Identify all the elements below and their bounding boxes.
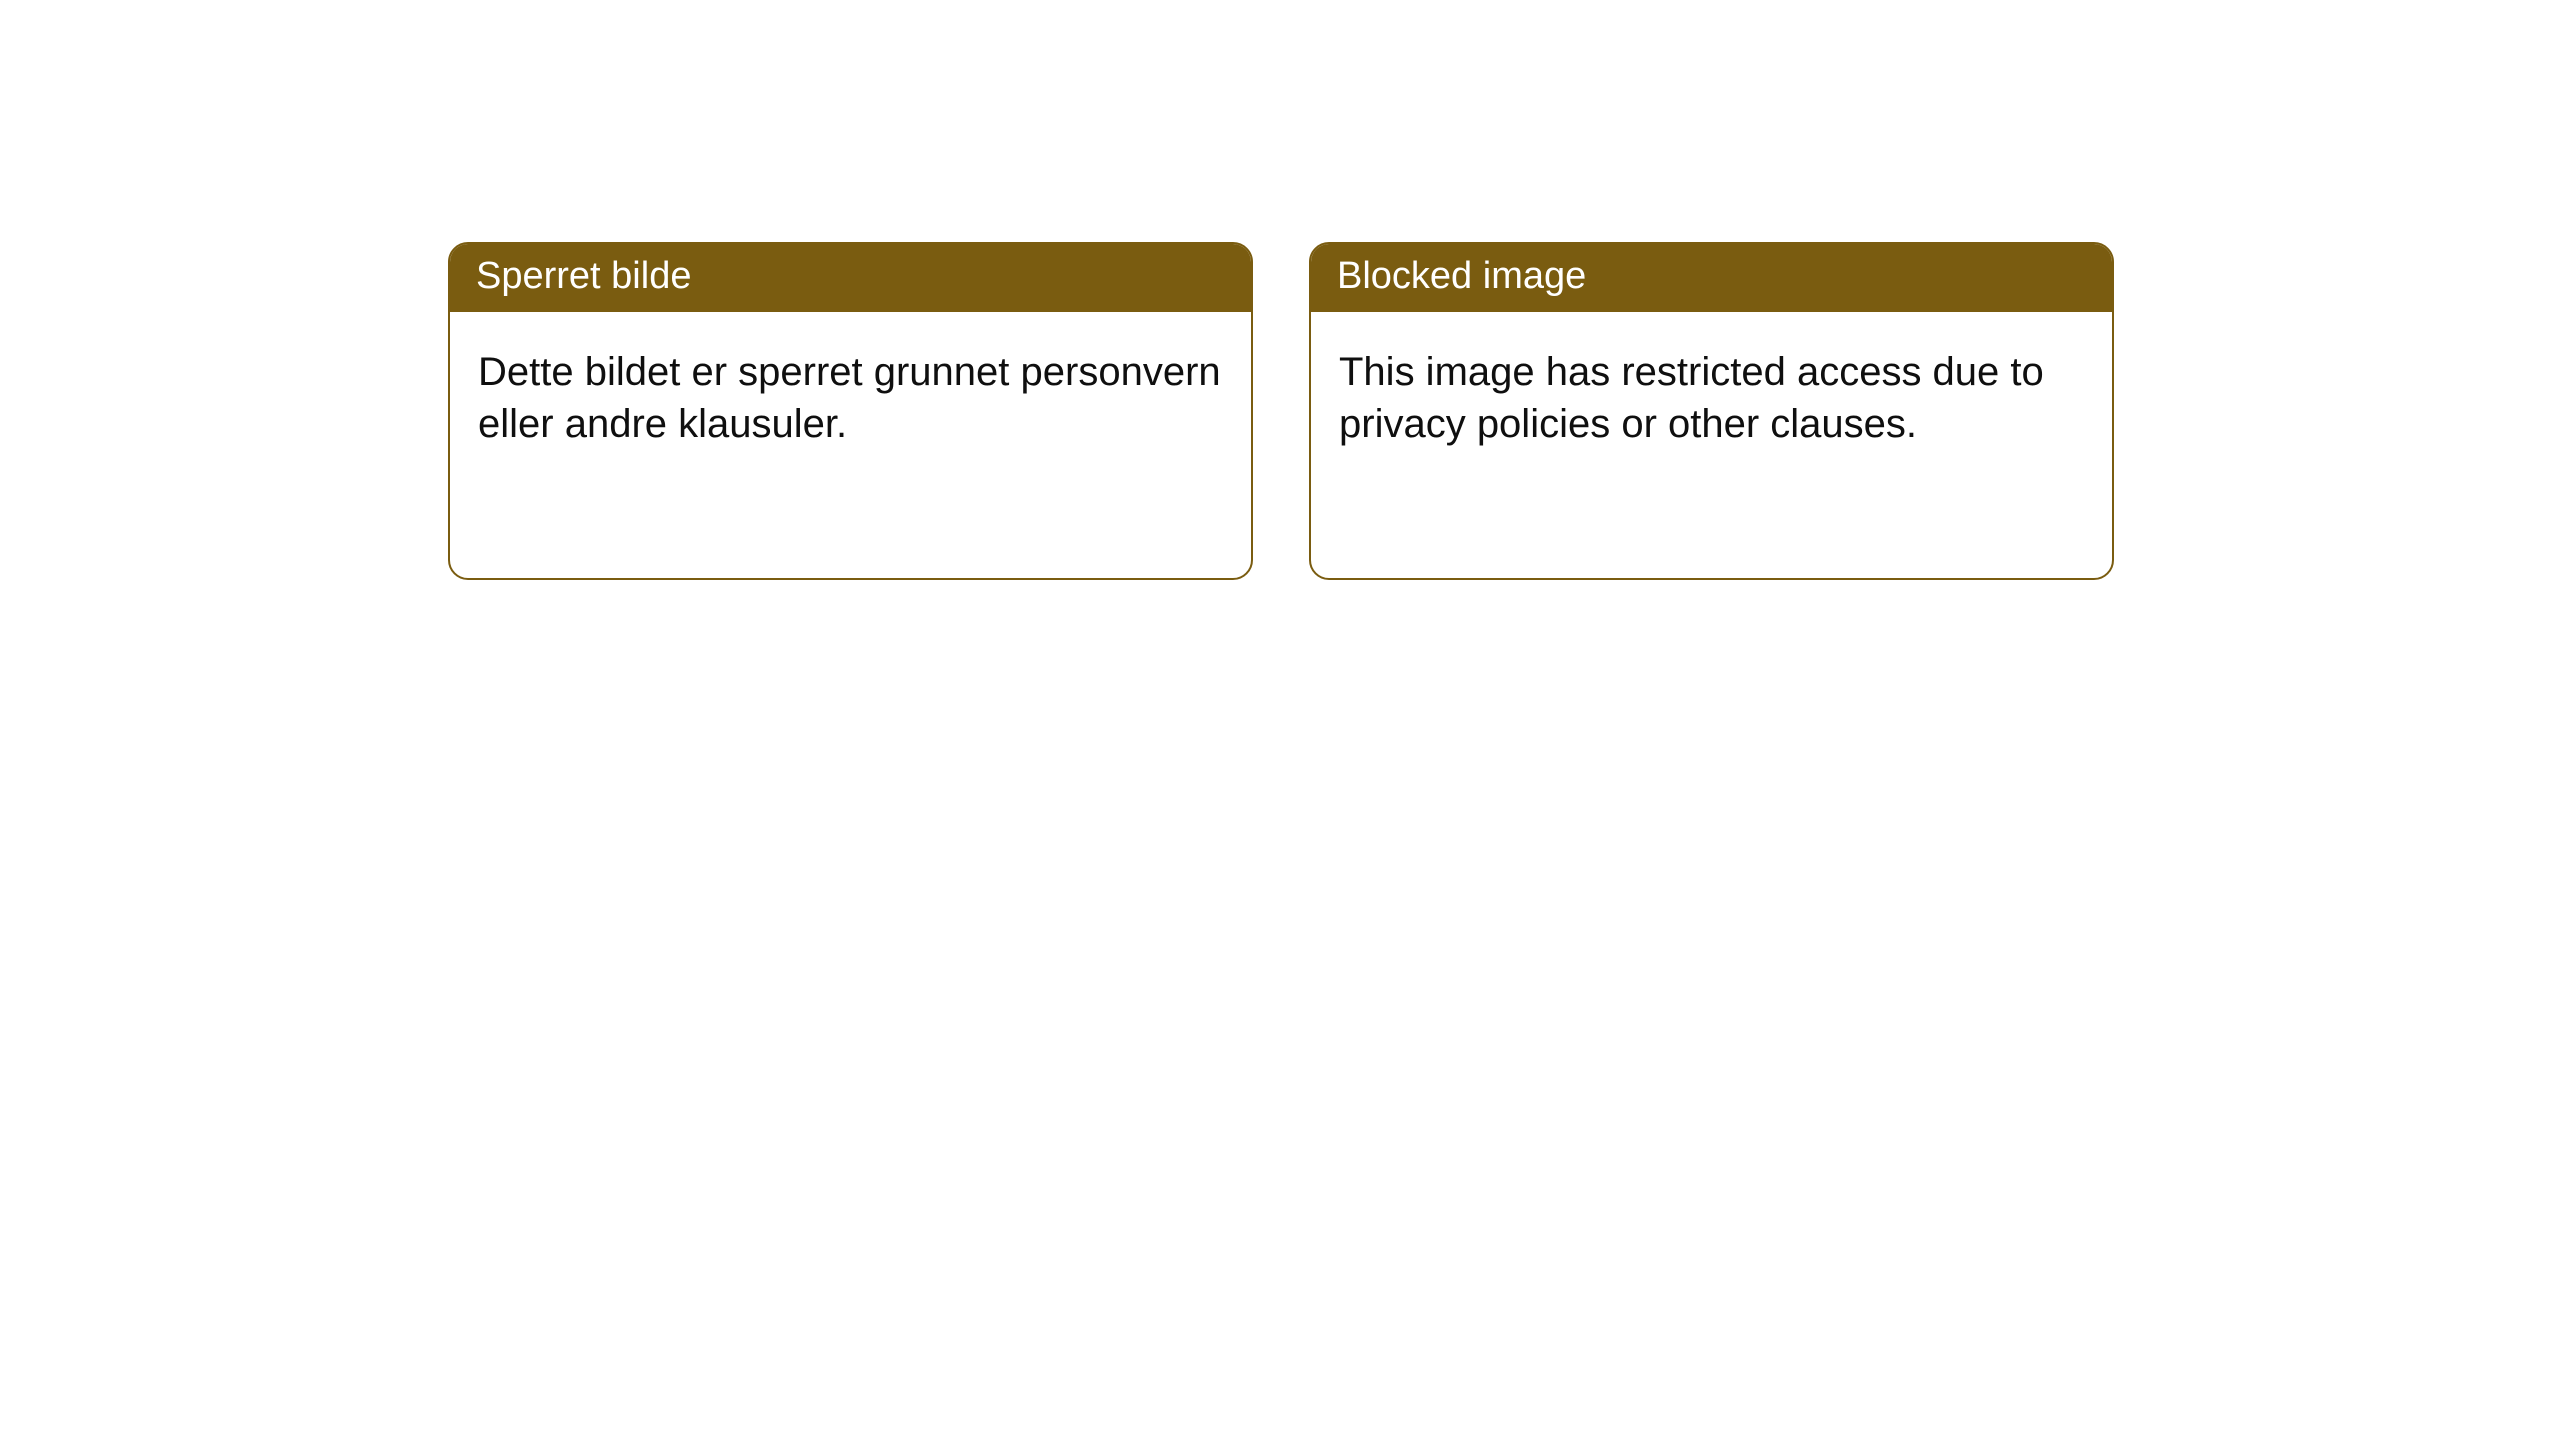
notice-title-norwegian: Sperret bilde [450,244,1251,312]
notice-container: Sperret bilde Dette bildet er sperret gr… [0,0,2560,580]
notice-card-english: Blocked image This image has restricted … [1309,242,2114,580]
notice-body-norwegian: Dette bildet er sperret grunnet personve… [450,312,1251,486]
notice-body-english: This image has restricted access due to … [1311,312,2112,486]
notice-card-norwegian: Sperret bilde Dette bildet er sperret gr… [448,242,1253,580]
notice-title-english: Blocked image [1311,244,2112,312]
